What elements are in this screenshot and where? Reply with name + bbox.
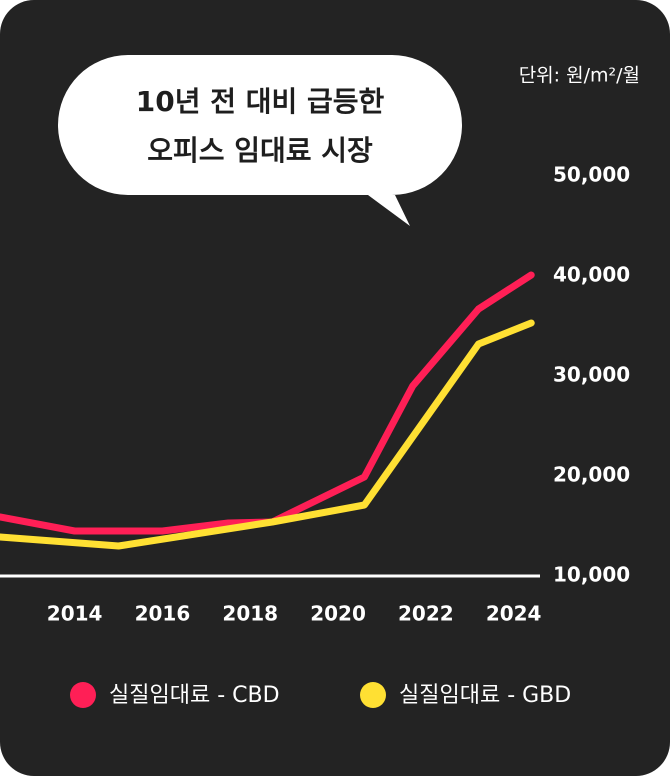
x-tick-label: 2024	[486, 602, 542, 626]
data-line	[0, 319, 535, 550]
legend-swatch	[70, 682, 96, 708]
x-tick-label: 2018	[222, 602, 278, 626]
unit-label: 단위: 원/m²/월	[519, 65, 640, 87]
y-tick-label: 10,000	[553, 563, 630, 587]
title-line: 10년 전 대비 급등한	[136, 85, 385, 118]
legend-swatch	[360, 682, 386, 708]
y-tick-label: 50,000	[553, 163, 630, 187]
y-tick-label: 30,000	[553, 363, 630, 387]
legend-label: 실질임대료 - GBD	[399, 683, 571, 708]
y-tick-label: 20,000	[553, 463, 630, 487]
legend-label: 실질임대료 - CBD	[109, 683, 280, 708]
y-tick-label: 40,000	[553, 263, 630, 287]
x-tick-label: 2014	[47, 602, 103, 626]
x-tick-label: 2016	[135, 602, 191, 626]
x-tick-label: 2020	[310, 602, 366, 626]
title-line: 오피스 임대료 시장	[147, 134, 373, 167]
speech-bubble	[58, 55, 462, 226]
x-tick-label: 2022	[398, 602, 454, 626]
plot-area	[0, 271, 540, 578]
